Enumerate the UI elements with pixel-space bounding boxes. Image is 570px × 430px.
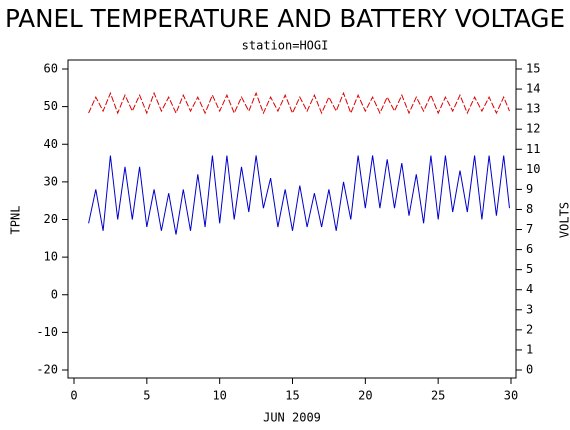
x-tick-label: 15: [285, 389, 299, 403]
y-tick-label: -20: [36, 363, 58, 377]
y2-tick-label: 11: [526, 142, 540, 156]
y-tick-label: 50: [44, 99, 58, 113]
y-tick-label: 0: [51, 287, 58, 301]
y-tick-label: 10: [44, 250, 58, 264]
x-tick-label: 20: [358, 389, 372, 403]
x-axis-label: JUN 2009: [263, 411, 321, 425]
series-line: [88, 91, 510, 115]
y2-axis-label: VOLTS: [558, 202, 570, 238]
y2-tick-label: 15: [526, 62, 540, 76]
x-tick-label: 25: [431, 389, 445, 403]
y-tick-label: 60: [44, 62, 58, 76]
y2-tick-label: 1: [526, 342, 533, 356]
y-tick-label: 20: [44, 212, 58, 226]
y-tick-label: -10: [36, 325, 58, 339]
y2-tick-label: 0: [526, 363, 533, 377]
y2-tick-label: 12: [526, 122, 540, 136]
y-axis-label: TPNL: [9, 206, 23, 235]
x-tick-label: 0: [70, 389, 77, 403]
x-tick-label: 10: [212, 389, 226, 403]
series-line: [88, 155, 510, 235]
y2-tick-label: 14: [526, 82, 540, 96]
plot-frame: [67, 59, 517, 379]
y2-tick-label: 3: [526, 302, 533, 316]
y2-tick-label: 10: [526, 162, 540, 176]
y2-tick-label: 7: [526, 222, 533, 236]
y2-tick-label: 5: [526, 262, 533, 276]
y2-tick-label: 4: [526, 282, 533, 296]
chart-title: PANEL TEMPERATURE AND BATTERY VOLTAGE: [5, 4, 565, 33]
x-tick-label: 30: [504, 389, 518, 403]
y2-tick-label: 2: [526, 322, 533, 336]
chart-subtitle: station=HOGI: [242, 39, 329, 53]
y-tick-label: 30: [44, 174, 58, 188]
x-tick-label: 5: [143, 389, 150, 403]
y-tick-label: 40: [44, 137, 58, 151]
y2-tick-label: 8: [526, 202, 533, 216]
y2-tick-label: 13: [526, 102, 540, 116]
y2-tick-label: 9: [526, 182, 533, 196]
y2-tick-label: 6: [526, 242, 533, 256]
